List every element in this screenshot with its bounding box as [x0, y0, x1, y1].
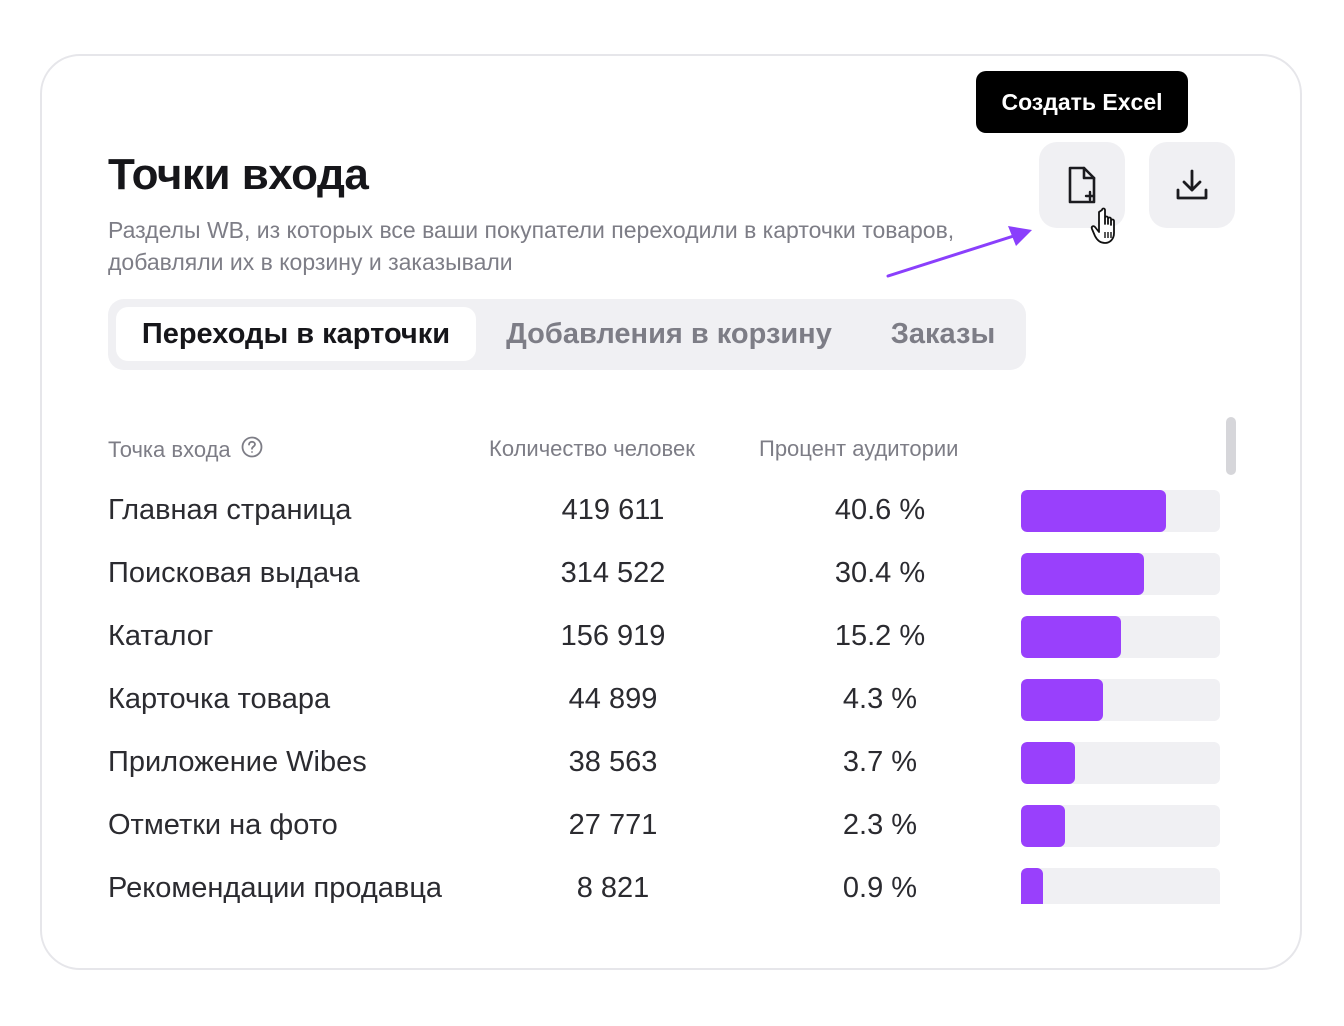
tab-orders[interactable]: Заказы	[890, 317, 996, 350]
row-bar-track	[1021, 868, 1220, 904]
row-entry-point: Рекомендации продавца	[108, 872, 443, 904]
download-button[interactable]	[1149, 142, 1235, 228]
row-percent: 2.3 %	[842, 809, 918, 841]
tab-add-to-cart[interactable]: Добавления в корзину	[506, 317, 832, 350]
help-icon[interactable]	[241, 436, 263, 464]
row-bar-track	[1021, 679, 1220, 721]
tabs-switcher: Переходы в карточки Добавления в корзину…	[108, 299, 1026, 370]
column-header-entry-point-label: Точка входа	[108, 437, 231, 462]
row-entry-point: Главная страница	[108, 494, 352, 526]
entry-points-table: Главная страница 419 611 40.6 % Поискова…	[0, 480, 1344, 904]
table-row: Поисковая выдача 314 522 30.4 %	[0, 543, 1344, 606]
create-excel-tooltip: Создать Excel	[976, 71, 1188, 133]
hand-cursor-icon	[1090, 206, 1128, 251]
row-count: 44 899	[568, 683, 658, 715]
row-count: 38 563	[568, 746, 658, 778]
row-percent: 3.7 %	[842, 746, 918, 778]
file-plus-icon	[1064, 165, 1100, 205]
table-row: Карточка товара 44 899 4.3 %	[0, 669, 1344, 732]
row-bar-fill	[1021, 868, 1043, 904]
table-row: Главная страница 419 611 40.6 %	[0, 480, 1344, 543]
row-bar-track	[1021, 553, 1220, 595]
row-bar-fill	[1021, 616, 1121, 658]
row-bar-track	[1021, 490, 1220, 532]
table-row: Отметки на фото 27 771 2.3 %	[0, 795, 1344, 858]
row-bar-track	[1021, 616, 1220, 658]
row-entry-point: Приложение Wibes	[108, 746, 367, 778]
annotation-arrow	[880, 220, 1040, 285]
row-entry-point: Карточка товара	[108, 683, 331, 715]
row-count: 8 821	[576, 872, 650, 904]
row-bar-fill	[1021, 553, 1145, 595]
column-header-count: Количество человек	[489, 436, 695, 461]
row-bar-track	[1021, 805, 1220, 847]
row-percent: 4.3 %	[842, 683, 918, 715]
create-excel-button[interactable]	[1039, 142, 1125, 228]
tab-card-visits[interactable]: Переходы в карточки	[116, 307, 476, 361]
page-title: Точки входа	[108, 150, 369, 199]
page-subtitle: Разделы WB, из которых все ваши покупате…	[108, 217, 955, 275]
row-bar-fill	[1021, 805, 1065, 847]
row-percent: 15.2 %	[834, 620, 926, 652]
row-count: 27 771	[568, 809, 658, 841]
row-percent: 0.9 %	[842, 872, 918, 904]
table-scrollbar[interactable]	[1226, 417, 1236, 475]
row-bar-fill	[1021, 679, 1103, 721]
download-icon	[1173, 166, 1211, 204]
column-header-percent: Процент аудитории	[759, 436, 959, 461]
row-bar-fill	[1021, 490, 1167, 532]
table-row: Приложение Wibes 38 563 3.7 %	[0, 732, 1344, 795]
row-entry-point: Отметки на фото	[108, 809, 338, 841]
row-entry-point: Поисковая выдача	[108, 557, 360, 589]
row-count: 314 522	[560, 557, 666, 589]
table-row: Каталог 156 919 15.2 %	[0, 606, 1344, 669]
row-entry-point: Каталог	[108, 620, 214, 652]
row-bar-fill	[1021, 742, 1075, 784]
row-count: 419 611	[561, 494, 665, 526]
row-percent: 30.4 %	[834, 557, 926, 589]
column-header-entry-point: Точка входа	[108, 436, 263, 464]
row-percent: 40.6 %	[834, 494, 926, 526]
row-count: 156 919	[560, 620, 666, 652]
row-bar-track	[1021, 742, 1220, 784]
table-row: Рекомендации продавца 8 821 0.9 %	[0, 858, 1344, 904]
